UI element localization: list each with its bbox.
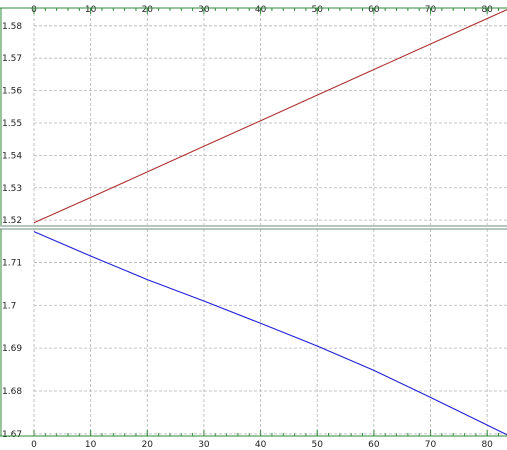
bottom-y-tick-label: 1.7 bbox=[2, 301, 16, 311]
bottom-y-tick-label: 1.67 bbox=[2, 430, 22, 440]
top-y-tick-label: 1.57 bbox=[2, 54, 22, 64]
top-y-tick-label: 1.56 bbox=[2, 87, 22, 97]
bottom-series-line-0 bbox=[33, 231, 507, 436]
top-y-tick-label: 1.55 bbox=[2, 119, 22, 129]
top-y-tick-label: 1.52 bbox=[2, 216, 22, 226]
top-y-tick-label: 1.54 bbox=[2, 151, 22, 161]
top-series-line-0 bbox=[33, 9, 507, 224]
top-y-tick-label: 1.58 bbox=[2, 22, 22, 32]
bottom-x-tick-label: 0 bbox=[31, 440, 37, 450]
bottom-x-tick-label: 20 bbox=[142, 440, 154, 450]
bottom-x-tick-label: 50 bbox=[312, 440, 324, 450]
bottom-x-tick-label: 80 bbox=[481, 440, 493, 450]
bottom-x-tick-label: 10 bbox=[85, 440, 97, 450]
bottom-panel: 0 10 20 30 40 50 60 70 80 1.67 1.68 1.69 1.7 1.71 bbox=[0, 229, 507, 450]
bottom-x-tick-label: 40 bbox=[255, 440, 267, 450]
bottom-y-tick-label: 1.71 bbox=[2, 258, 22, 268]
top-y-tick-label: 1.53 bbox=[2, 184, 22, 194]
bottom-y-tick-label: 1.69 bbox=[2, 344, 22, 354]
top-panel: 010203040506070801.521.531.541.551.561.5… bbox=[0, 5, 507, 226]
bottom-x-tick-label: 30 bbox=[198, 440, 210, 450]
bottom-x-tick-label: 60 bbox=[368, 440, 380, 450]
bottom-x-tick-label: 70 bbox=[425, 440, 437, 450]
bottom-y-tick-label: 1.68 bbox=[2, 387, 22, 397]
